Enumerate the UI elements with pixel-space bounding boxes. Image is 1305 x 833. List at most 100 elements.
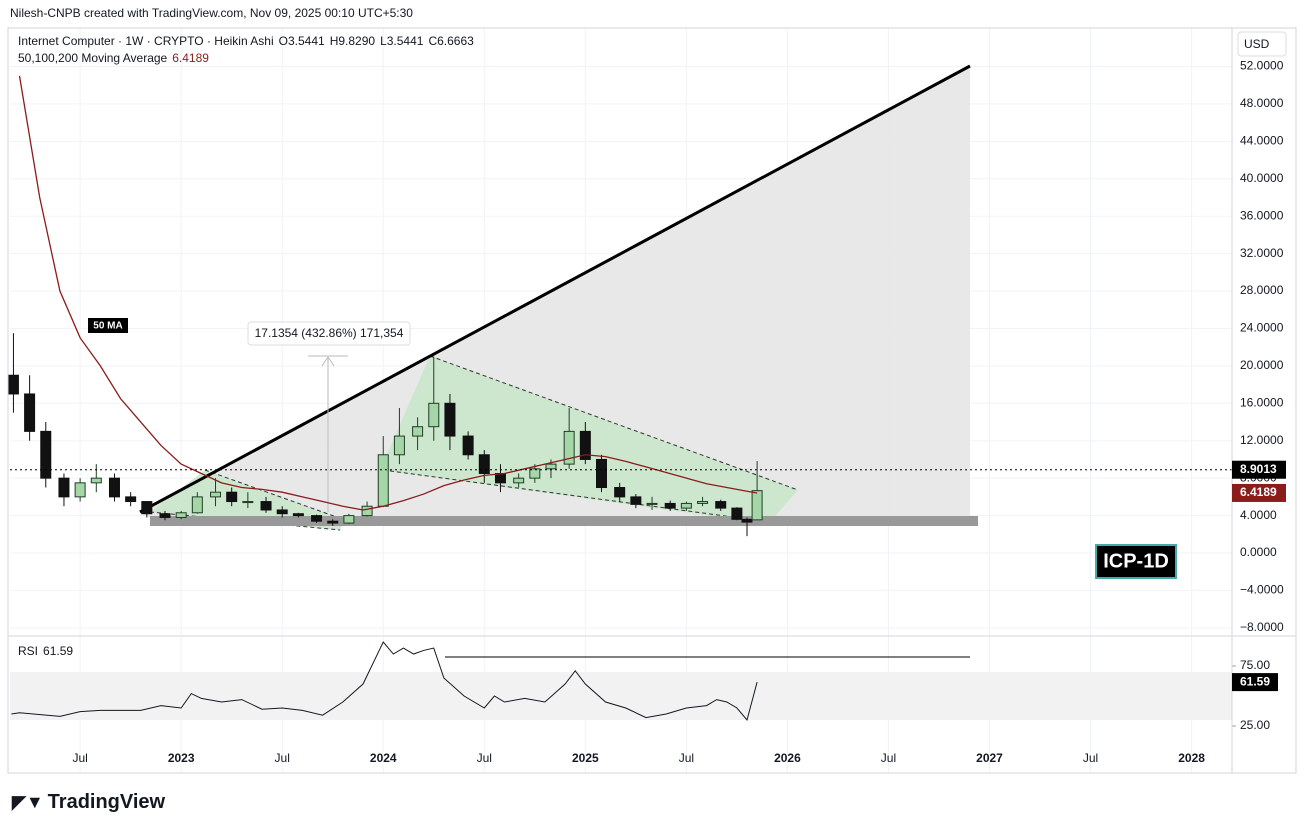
- candle-body: [545, 463, 557, 470]
- candle-body: [125, 496, 137, 503]
- ohlc: L3.5441: [380, 34, 424, 48]
- candle-body: [563, 430, 575, 465]
- candle-body: [58, 477, 70, 498]
- measure-label: 17.1354 (432.86%) 171,354: [255, 326, 404, 340]
- candle-body: [579, 430, 591, 460]
- currency: USD: [1244, 37, 1270, 51]
- candle-body: [260, 501, 272, 511]
- candle-body: [646, 502, 658, 505]
- candle-body: [595, 458, 607, 489]
- candle-body: [630, 496, 642, 505]
- candle-body: [141, 501, 153, 515]
- y-tick-label: 75.00: [1240, 658, 1270, 672]
- candle-body: [74, 482, 86, 498]
- wedge-line: [204, 469, 346, 521]
- candle-body: [90, 477, 102, 484]
- symbol-label: ICP-1D: [1103, 550, 1169, 572]
- candle-body: [529, 468, 541, 479]
- rsi-line: [11, 641, 758, 722]
- measure-arrow: [321, 356, 335, 367]
- plot: [7, 75, 1232, 722]
- y-tick-label: 4.0000: [1240, 508, 1277, 522]
- candle-body: [731, 507, 743, 520]
- candle-body: [664, 502, 676, 509]
- candle-body: [327, 520, 339, 524]
- ma-tag-label: 6.4189: [1240, 485, 1277, 499]
- logo-text: TradingView: [48, 791, 166, 813]
- currency-box[interactable]: [1237, 31, 1287, 57]
- rsi-tag-label: 61.59: [1240, 674, 1270, 688]
- candle-body: [697, 501, 709, 504]
- logo: ◤▼ TradingView: [11, 791, 166, 813]
- candle-body: [428, 402, 440, 428]
- x-tick-label: Jul: [275, 751, 290, 765]
- candle-body: [614, 487, 626, 498]
- price-tag-label: 8.9013: [1240, 462, 1277, 476]
- measure-box: [247, 321, 411, 346]
- candle-body: [741, 518, 753, 523]
- x-tick-label: 2024: [370, 751, 397, 765]
- rsi-legend: RSI 61.59: [18, 644, 73, 658]
- candle-body: [494, 472, 506, 484]
- candle-body: [715, 501, 727, 509]
- y-tick-label: 48.0000: [1240, 96, 1284, 110]
- ma-tag: [88, 318, 128, 333]
- candle-body: [751, 490, 763, 521]
- candle-body: [311, 515, 323, 522]
- candle-body: [24, 393, 36, 432]
- y-tick-label: 24.0000: [1240, 321, 1284, 335]
- y-tick-label: 36.0000: [1240, 208, 1284, 222]
- y-tick-label: 44.0000: [1240, 134, 1284, 148]
- y-tick-label: 52.0000: [1240, 59, 1284, 73]
- candle-body: [412, 426, 424, 437]
- x-tick-label: Jul: [477, 751, 492, 765]
- y-tick-label: 20.0000: [1240, 358, 1284, 372]
- x-tick-label: Jul: [1083, 751, 1098, 765]
- ma-tag-label: 50 MA: [93, 321, 122, 332]
- ohlc: C6.6663: [428, 34, 474, 48]
- support-zone: [150, 516, 978, 526]
- chart-title: Internet Computer · 1W · CRYPTO · Heikin…: [18, 34, 474, 48]
- candle-body: [226, 491, 238, 503]
- title: Internet Computer · 1W · CRYPTO · Heikin…: [18, 34, 274, 48]
- y-tick-label: −4.0000: [1240, 583, 1284, 597]
- axes: Jul 2023 Jul 2024 Jul 2025 Jul 2026 Jul 2027 Jul 20…: [72, 59, 1286, 765]
- y-tick-label: −8.0000: [1240, 620, 1284, 634]
- y-tick-label: 16.0000: [1240, 395, 1284, 409]
- candle-body: [175, 512, 187, 518]
- candle-body: [191, 496, 203, 514]
- rsi-title: RSI: [18, 644, 38, 658]
- y-tick-label: 12.0000: [1240, 433, 1284, 447]
- rsi-tag: [1232, 673, 1278, 692]
- ma-line: [18, 75, 758, 511]
- x-tick-label: 2026: [774, 751, 801, 765]
- candle-body: [680, 502, 692, 509]
- y-tick-label: 0.0000: [1240, 545, 1277, 559]
- ma-value: 6.4189: [172, 51, 209, 65]
- ohlc: O3.5441: [279, 34, 325, 48]
- trend-line: [139, 64, 971, 514]
- ma-legend: 50,100,200 Moving Average 6.4189: [18, 51, 209, 65]
- candle-body: [108, 477, 120, 498]
- rsi-value: 61.59: [43, 644, 73, 658]
- logo-mark: ◤▼: [11, 792, 44, 812]
- x-tick-label: Jul: [72, 751, 87, 765]
- price-tag: [1232, 460, 1286, 479]
- frame: [7, 27, 1297, 774]
- ohlc: H9.8290: [330, 34, 376, 48]
- candle-body: [513, 477, 525, 484]
- ma-name: 50,100,200 Moving Average: [18, 51, 168, 65]
- author: Nilesh-CNPB created with TradingView.com…: [10, 6, 413, 20]
- candle-body: [444, 402, 456, 437]
- candle-body: [7, 374, 19, 395]
- y-tick-label: 40.0000: [1240, 171, 1284, 185]
- x-tick-label: 2027: [976, 751, 1003, 765]
- candle-body: [210, 491, 222, 498]
- wedge-line: [429, 355, 799, 491]
- candle-body: [462, 435, 474, 456]
- candle-body: [343, 515, 355, 524]
- y-tick-label: 28.0000: [1240, 283, 1284, 297]
- candle-body: [159, 513, 171, 518]
- x-tick-label: 2023: [168, 751, 195, 765]
